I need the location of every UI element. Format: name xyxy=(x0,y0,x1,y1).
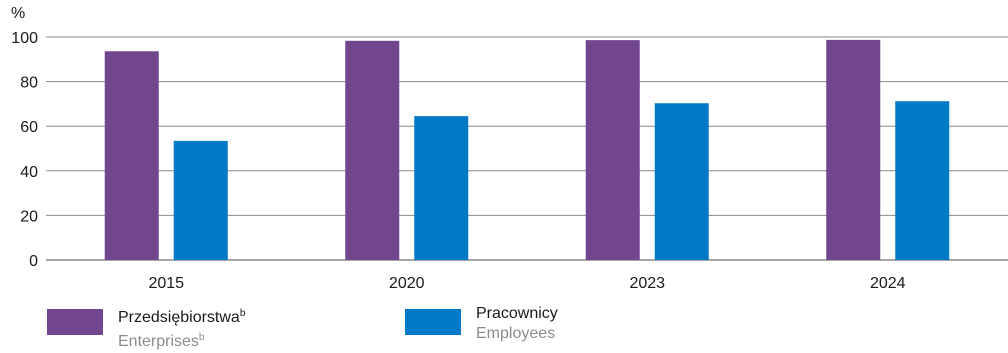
legend-label-enterprises-pl: Przedsiębiorstwa xyxy=(118,309,240,326)
legend-label-employees-en: Employees xyxy=(476,324,558,344)
y-axis-ticks: 0 20 40 60 80 100 xyxy=(11,30,38,270)
bar xyxy=(826,40,880,260)
y-axis-unit-label: % xyxy=(11,5,25,22)
x-tick-label: 2020 xyxy=(389,275,425,292)
y-tick-label: 40 xyxy=(20,164,38,181)
y-tick-label: 60 xyxy=(20,119,38,136)
y-tick-label: 80 xyxy=(20,75,38,92)
bar xyxy=(345,41,399,260)
bar xyxy=(414,116,468,260)
y-tick-label: 20 xyxy=(20,208,38,225)
bar xyxy=(895,101,949,260)
y-tick-label: 0 xyxy=(29,253,38,270)
legend-item-employees: Pracownicy Employees xyxy=(405,304,558,344)
bar xyxy=(586,40,640,260)
legend-label-enterprises-en: Enterprises xyxy=(118,333,199,350)
legend-swatch-enterprises xyxy=(47,309,103,335)
legend-item-enterprises: Przedsiębiorstwab Enterprisesb xyxy=(47,304,245,352)
footnote-marker: b xyxy=(240,308,246,319)
footnote-marker: b xyxy=(199,332,205,343)
x-tick-label: 2015 xyxy=(148,275,184,292)
bar xyxy=(105,51,159,260)
y-tick-label: 100 xyxy=(11,30,38,47)
bar xyxy=(655,103,709,260)
bar xyxy=(174,141,228,260)
legend-swatch-employees xyxy=(405,309,461,335)
x-axis-ticks: 2015 2020 2023 2024 xyxy=(148,275,905,292)
x-tick-label: 2023 xyxy=(629,275,665,292)
bar-chart: % 0 20 40 60 80 100 2015 2020 2023 2024 xyxy=(0,0,1008,300)
legend-label-employees-pl: Pracownicy xyxy=(476,304,558,324)
x-tick-label: 2024 xyxy=(870,275,906,292)
bars xyxy=(105,40,950,260)
